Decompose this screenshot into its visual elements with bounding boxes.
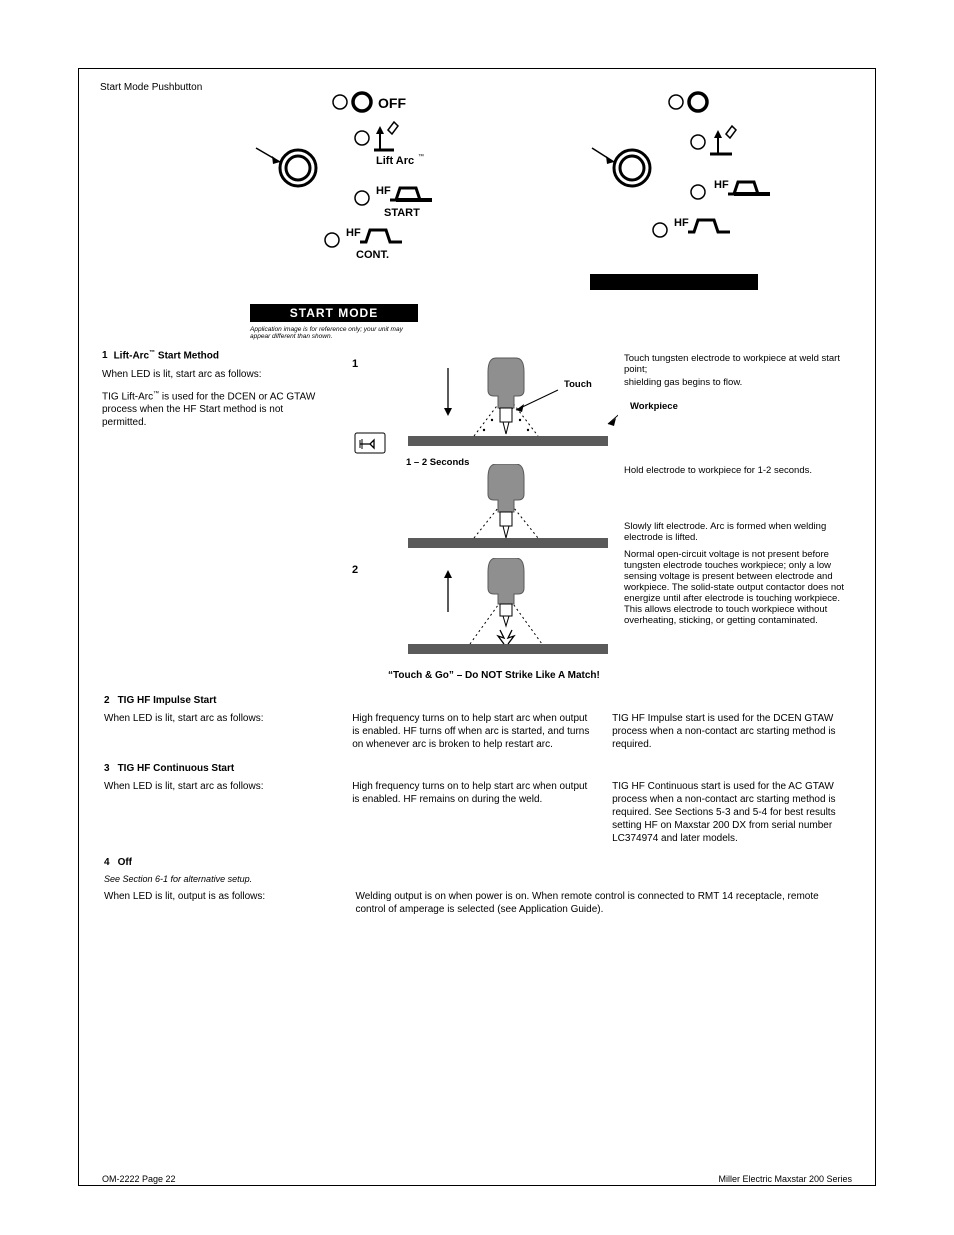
- s1-l2: shielding gas begins to flow.: [624, 378, 848, 389]
- step1-num: 1: [352, 358, 358, 370]
- start-mode-panel-1: OFF Lift Arc ™ HF START HF: [250, 72, 470, 340]
- s2-l1: Slowly lift electrode. Arc is formed whe…: [624, 522, 860, 544]
- torch-step-1: [388, 350, 618, 460]
- svg-text:HF: HF: [714, 179, 729, 191]
- sec1-title: Lift-Arc™ Start Method: [114, 350, 219, 363]
- sec3-b3: TIG HF Continuous start is used for the …: [612, 780, 850, 845]
- start-mode-bar-2: [590, 274, 758, 290]
- sec3-b1: When LED is lit, start arc as follows:: [104, 780, 330, 845]
- sec1-body2: TIG Lift-Arc™ is used for the DCEN or AC…: [102, 391, 328, 429]
- footer-right: Miller Electric Maxstar 200 Series: [718, 1174, 852, 1184]
- svg-text:HF: HF: [346, 227, 361, 239]
- hand-icon: [354, 432, 386, 454]
- sec2-b1: When LED is lit, start arc as follows:: [104, 712, 330, 751]
- s2-l2: Normal open-circuit voltage is: [624, 549, 749, 560]
- s1-l1: Touch tungsten electrode to workpiece at…: [624, 354, 848, 376]
- s2-l4: electrode touches workpiece;: [663, 560, 786, 571]
- torch-step-1b: [388, 464, 618, 556]
- do-not-strike: “Touch & Go” – Do NOT Strike Like A Matc…: [388, 670, 852, 681]
- start-mode-bar: START MODE: [250, 304, 418, 322]
- sec1-num: 1: [102, 350, 108, 363]
- sec1-body1: When LED is lit, start arc as follows:: [102, 369, 328, 382]
- svg-text:CONT.: CONT.: [356, 249, 389, 261]
- sec2-title: TIG HF Impulse Start: [118, 695, 217, 706]
- sec3-b2: High frequency turns on to help start ar…: [352, 780, 590, 845]
- sec4-b2: When LED is lit, output is as follows:: [104, 890, 333, 916]
- pushbutton-label: Start Mode Pushbutton: [100, 82, 220, 93]
- svg-text:START: START: [384, 207, 420, 219]
- svg-text:HF: HF: [376, 185, 391, 197]
- start-mode-panel-2: HF HF: [590, 72, 790, 290]
- step2-num: 2: [352, 564, 358, 576]
- svg-text:HF: HF: [674, 217, 689, 229]
- sec2-num: 2: [104, 695, 110, 706]
- sec4-b1: See Section 6-1 for alternative setup.: [104, 874, 850, 884]
- footer-left: OM-2222 Page 22: [102, 1174, 176, 1184]
- sec3-title: TIG HF Continuous Start: [118, 763, 235, 774]
- sec4-b3: Welding output is on when power is on. W…: [355, 890, 850, 916]
- touch-label: Touch: [564, 380, 592, 391]
- svg-text:OFF: OFF: [378, 95, 406, 111]
- sec2-b2: High frequency turns on to help start ar…: [352, 712, 590, 751]
- sec3-num: 3: [104, 763, 110, 774]
- torch-step-2: [388, 558, 618, 662]
- panel1-note: Application image is for reference only;…: [250, 326, 420, 340]
- sec2-b3: TIG HF Impulse start is used for the DCE…: [612, 712, 850, 751]
- sec4-title: Off: [118, 857, 132, 868]
- svg-text:Lift Arc: Lift Arc: [376, 155, 414, 167]
- workpiece-label: Workpiece: [630, 402, 678, 413]
- svg-text:™: ™: [418, 153, 424, 160]
- sec4-num: 4: [104, 857, 110, 868]
- s1-l3: Hold electrode to workpiece for 1-2 seco…: [624, 466, 848, 477]
